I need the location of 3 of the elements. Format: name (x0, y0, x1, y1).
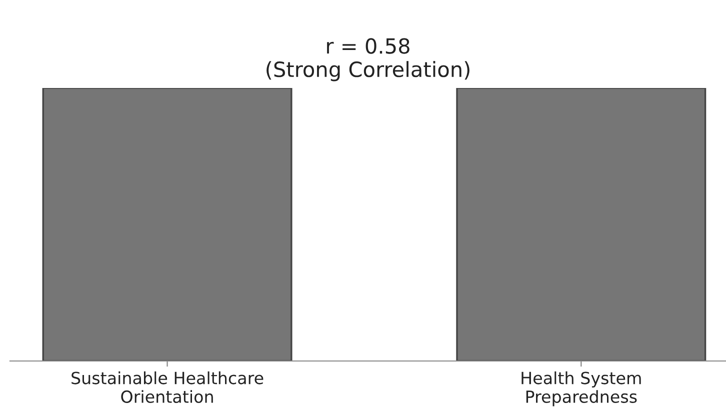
x-tick-label: Health System Preparedness (522, 371, 641, 406)
chart-title: r = 0.58 (Strong Correlation) (266, 38, 470, 82)
x-tick-label: Sustainable Healthcare Orientation (72, 371, 264, 403)
